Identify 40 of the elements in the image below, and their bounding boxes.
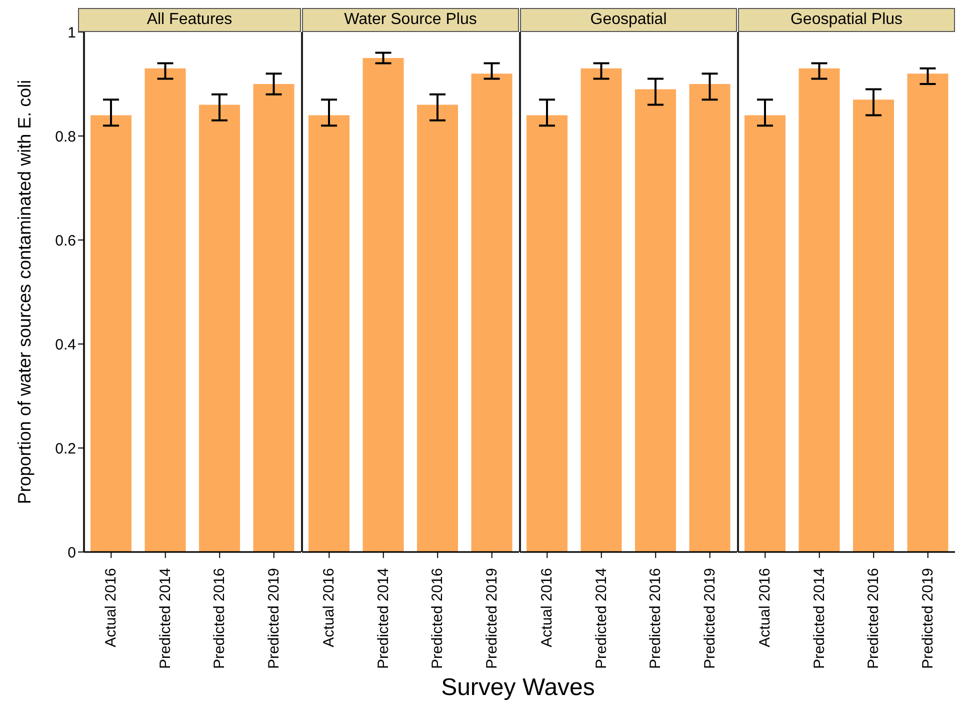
y-tick-label: 0.4	[55, 336, 76, 354]
bar	[907, 74, 948, 552]
chart-title: Geospatial Plus	[738, 8, 955, 32]
bar	[362, 58, 404, 552]
bar	[199, 104, 240, 552]
x-tick-label: Predicted 2014	[156, 568, 174, 669]
bar	[471, 74, 512, 552]
chart-title: Geospatial	[520, 8, 737, 32]
x-tick-label: Predicted 2014	[810, 568, 828, 669]
chart-title: All Features	[78, 8, 301, 32]
x-tick-label: Predicted 2016	[429, 568, 446, 669]
bar	[308, 115, 350, 552]
y-tick-label: 0.8	[55, 128, 76, 146]
x-tick-label: Predicted 2016	[647, 568, 664, 669]
y-tick-label: 0.2	[55, 440, 76, 458]
bar	[744, 115, 786, 552]
x-tick-label: Predicted 2016	[211, 568, 228, 669]
bar	[798, 68, 840, 552]
x-tick-label: Predicted 2019	[919, 568, 936, 669]
x-tick-label: Actual 2016	[102, 568, 120, 648]
chart-title: Water Source Plus	[302, 8, 519, 32]
y-tick-label: 1	[68, 24, 76, 42]
y-tick-label: 0	[68, 544, 76, 562]
x-tick-label: Predicted 2014	[592, 568, 610, 669]
x-tick-label: Predicted 2016	[865, 568, 882, 669]
bar	[417, 104, 458, 552]
x-tick-label: Predicted 2019	[483, 568, 500, 669]
y-axis-title: Proportion of water sources contaminated with E. coli	[14, 80, 34, 504]
x-tick-label: Predicted 2019	[265, 568, 282, 669]
y-tick-label: 0.6	[55, 232, 76, 250]
bar	[90, 115, 132, 552]
x-axis-title: Survey Waves	[440, 674, 596, 702]
bar	[853, 100, 894, 552]
bar	[144, 68, 186, 552]
x-tick-label: Actual 2016	[756, 568, 774, 648]
x-tick-label: Predicted 2014	[374, 568, 392, 669]
x-tick-label: Predicted 2019	[701, 568, 718, 669]
x-tick-label: Actual 2016	[538, 568, 556, 648]
x-tick-label: Actual 2016	[320, 568, 338, 648]
bar	[253, 84, 294, 552]
